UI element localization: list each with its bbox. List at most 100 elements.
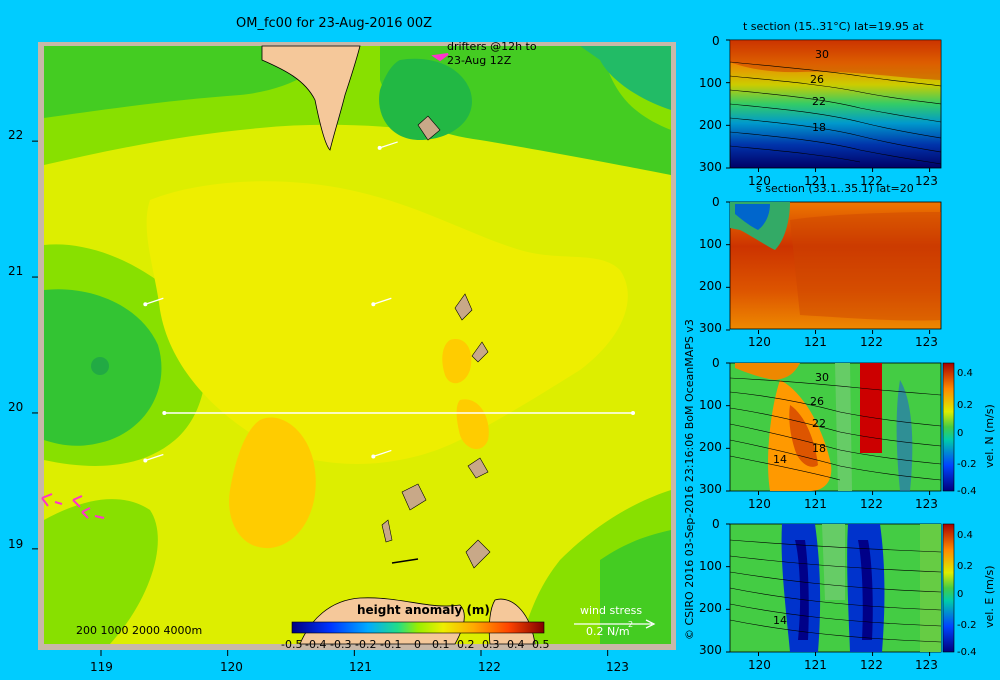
island-6 [465, 539, 491, 569]
map-x-tick-121: 121 [349, 660, 372, 674]
island-1 [417, 115, 441, 141]
map-x-tick-120: 120 [220, 660, 243, 674]
cbar-tick-8: 0.2 [457, 638, 475, 651]
drifter-annotation-line2: 23-Aug 12Z [447, 54, 512, 67]
t-contour-18: 18 [812, 121, 826, 134]
map-y-tick-20: 20 [8, 400, 24, 414]
cbar-tick-2: -0.4 [305, 638, 327, 651]
vn-cbar-tick-0: 0 [957, 428, 964, 439]
vn-y-tick-100: 100 [699, 398, 722, 412]
vn-x-tick-123: 123 [915, 497, 938, 511]
wind-vector-head-0 [377, 145, 382, 150]
drifter-annotation-line1: drifters @12h to [447, 40, 537, 53]
map-y-tick-21: 21 [8, 264, 24, 278]
ve-cbar-tick-0: 0 [957, 589, 964, 600]
t-x-tick-121: 121 [804, 174, 827, 188]
vn-cbar-tick-m04: -0.4 [957, 486, 977, 497]
depth-legend: 200 1000 2000 4000m [76, 624, 203, 637]
vn-contour-14: 14 [773, 453, 787, 466]
wind-stress-scale: 0.2 N/m [586, 625, 630, 638]
s-y-tick-0: 0 [712, 195, 720, 209]
band-se-green [600, 530, 671, 644]
s-y-tick-200: 200 [699, 279, 722, 293]
map-x-tick-123: 123 [606, 660, 629, 674]
t-contour-22: 22 [812, 95, 826, 108]
t-x-tick-120: 120 [748, 174, 771, 188]
band-sw [44, 499, 158, 644]
wind-vector-4 [373, 449, 392, 458]
s-x-tick-120: 120 [748, 335, 771, 349]
cbar-tick-5: -0.1 [380, 638, 402, 651]
panel-s-section [729, 201, 942, 330]
band-east-orange [442, 339, 472, 384]
cbar-tick-11: 0.5 [532, 638, 550, 651]
ve-y-tick-100: 100 [699, 559, 722, 573]
vn-x-tick-121: 121 [804, 497, 827, 511]
band-center-yellow [146, 181, 628, 464]
map-y-tick-19: 19 [8, 537, 24, 551]
map-x-tick-122: 122 [478, 660, 501, 674]
cbar-tick-7: 0.1 [432, 638, 450, 651]
t-x-tick-122: 122 [860, 174, 883, 188]
drifter-tracks [41, 53, 449, 519]
vn-contour-30: 30 [815, 371, 829, 384]
s-y-tick-100: 100 [699, 237, 722, 251]
band-east-orange-2 [456, 399, 489, 450]
main-map [38, 42, 676, 650]
ve-x-tick-120: 120 [748, 658, 771, 672]
wind-vector-1 [145, 297, 164, 305]
vn-x-tick-122: 122 [860, 497, 883, 511]
ve-x-tick-121: 121 [804, 658, 827, 672]
land-taiwan [261, 45, 361, 151]
wind-stress-arrowhead [645, 619, 656, 629]
cbar-tick-1: -0.5 [281, 638, 303, 651]
vn-contour-18: 18 [812, 442, 826, 455]
section-end [631, 410, 635, 415]
t-y-tick-200: 200 [699, 118, 722, 132]
s-x-tick-123: 123 [915, 335, 938, 349]
vn-contour-22: 22 [812, 417, 826, 430]
map-x-tick-119: 119 [90, 660, 113, 674]
t-y-tick-100: 100 [699, 76, 722, 90]
wind-vector-2 [373, 297, 392, 305]
s-section-title: s section (33.1..35.1) lat=20 [756, 182, 914, 195]
height-colorbar [291, 621, 545, 634]
vn-y-tick-200: 200 [699, 440, 722, 454]
band-north-green [44, 46, 340, 118]
ve-cbar-tick-04: 0.4 [957, 530, 973, 541]
vel-n-colorbar [942, 362, 955, 492]
wind-vector-head-1 [143, 302, 148, 307]
vn-cbar-tick-04: 0.4 [957, 368, 973, 379]
band-ne-corner [580, 46, 671, 110]
panel-marks [726, 39, 931, 656]
vn-cbar-label: vel. N (m/s) [983, 404, 996, 468]
wind-vector-head-4 [371, 454, 376, 459]
t-y-tick-300: 300 [699, 160, 722, 174]
island-3 [471, 341, 489, 363]
wind-vector-3 [145, 453, 164, 462]
ve-cbar-tick-m02: -0.2 [957, 620, 977, 631]
panel-vel-e [729, 523, 942, 653]
wind-vector-0 [379, 141, 398, 149]
s-y-tick-300: 300 [699, 321, 722, 335]
island-7 [381, 519, 393, 543]
vel-e-colorbar [942, 523, 955, 653]
vn-y-tick-0: 0 [712, 356, 720, 370]
s-x-tick-122: 122 [860, 335, 883, 349]
vn-cbar-tick-m02: -0.2 [957, 459, 977, 470]
wind-vector-head-2 [371, 302, 376, 307]
island-5 [401, 483, 427, 511]
t-y-tick-0: 0 [712, 34, 720, 48]
band-center-orange [229, 417, 316, 549]
ve-x-tick-123: 123 [915, 658, 938, 672]
island-4 [467, 457, 489, 479]
ve-y-tick-0: 0 [712, 517, 720, 531]
cbar-tick-3: -0.3 [330, 638, 352, 651]
cbar-tick-10: 0.4 [507, 638, 525, 651]
ve-y-tick-200: 200 [699, 601, 722, 615]
ve-y-tick-300: 300 [699, 643, 722, 657]
wind-stress-label: wind stress [580, 604, 643, 617]
map-title: OM_fc00 for 23-Aug-2016 00Z [236, 16, 433, 31]
